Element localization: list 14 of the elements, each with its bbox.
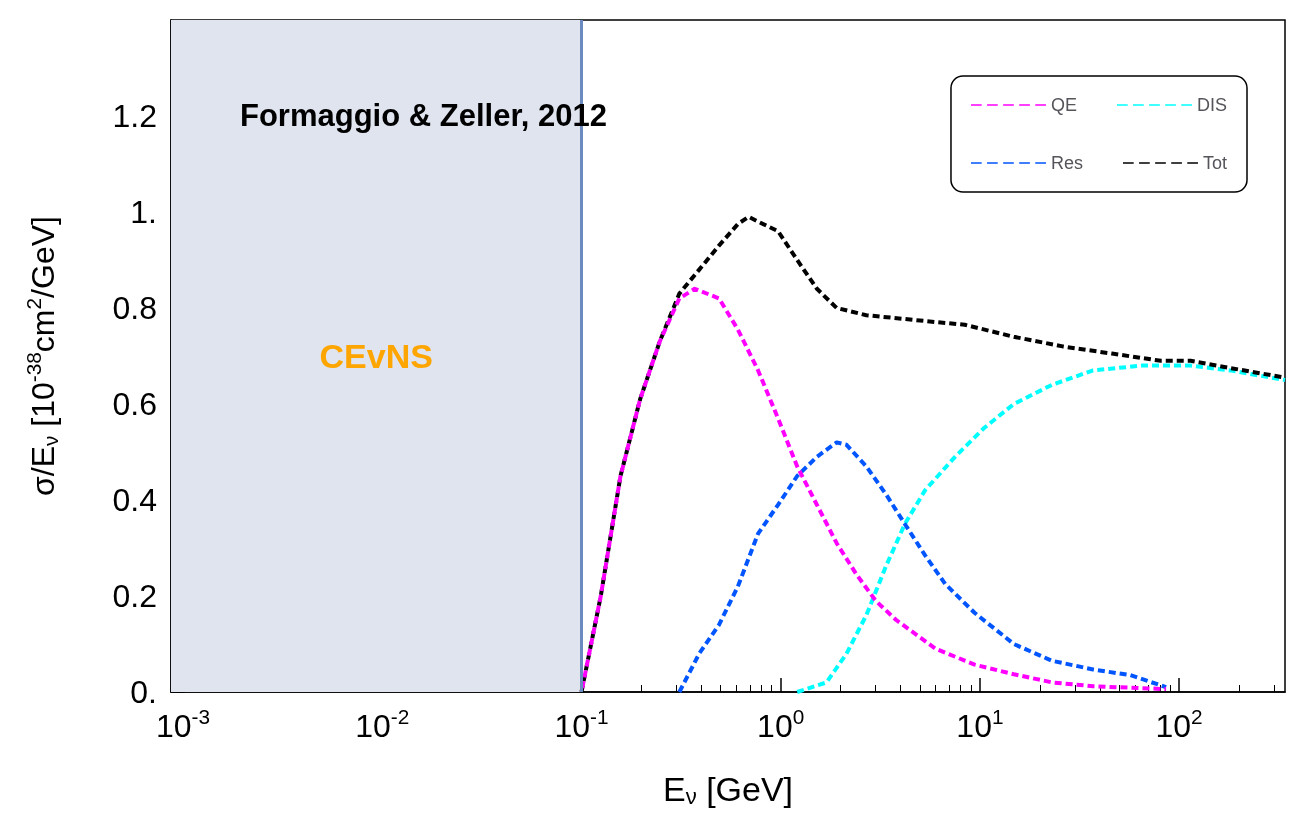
y-tick-label: 1.2 <box>112 98 157 134</box>
y-tick-label: 0. <box>130 674 157 710</box>
annotation: Formaggio & Zeller, 2012 <box>240 98 607 133</box>
y-axis-title: σ/Eν [10-38cm2/GeV] <box>21 216 62 496</box>
legend-label: QE <box>1050 95 1077 115</box>
y-tick-label: 0.4 <box>112 482 157 518</box>
y-tick-label: 0.8 <box>112 290 157 326</box>
legend-label: Res <box>1050 153 1083 173</box>
y-tick-label: 0.6 <box>112 386 157 422</box>
legend-label: Tot <box>1202 153 1227 173</box>
legend-label: DIS <box>1196 95 1227 115</box>
band-label: CEvNS <box>319 337 433 375</box>
y-tick-label: 1. <box>130 194 157 230</box>
y-tick-label: 0.2 <box>112 578 157 614</box>
